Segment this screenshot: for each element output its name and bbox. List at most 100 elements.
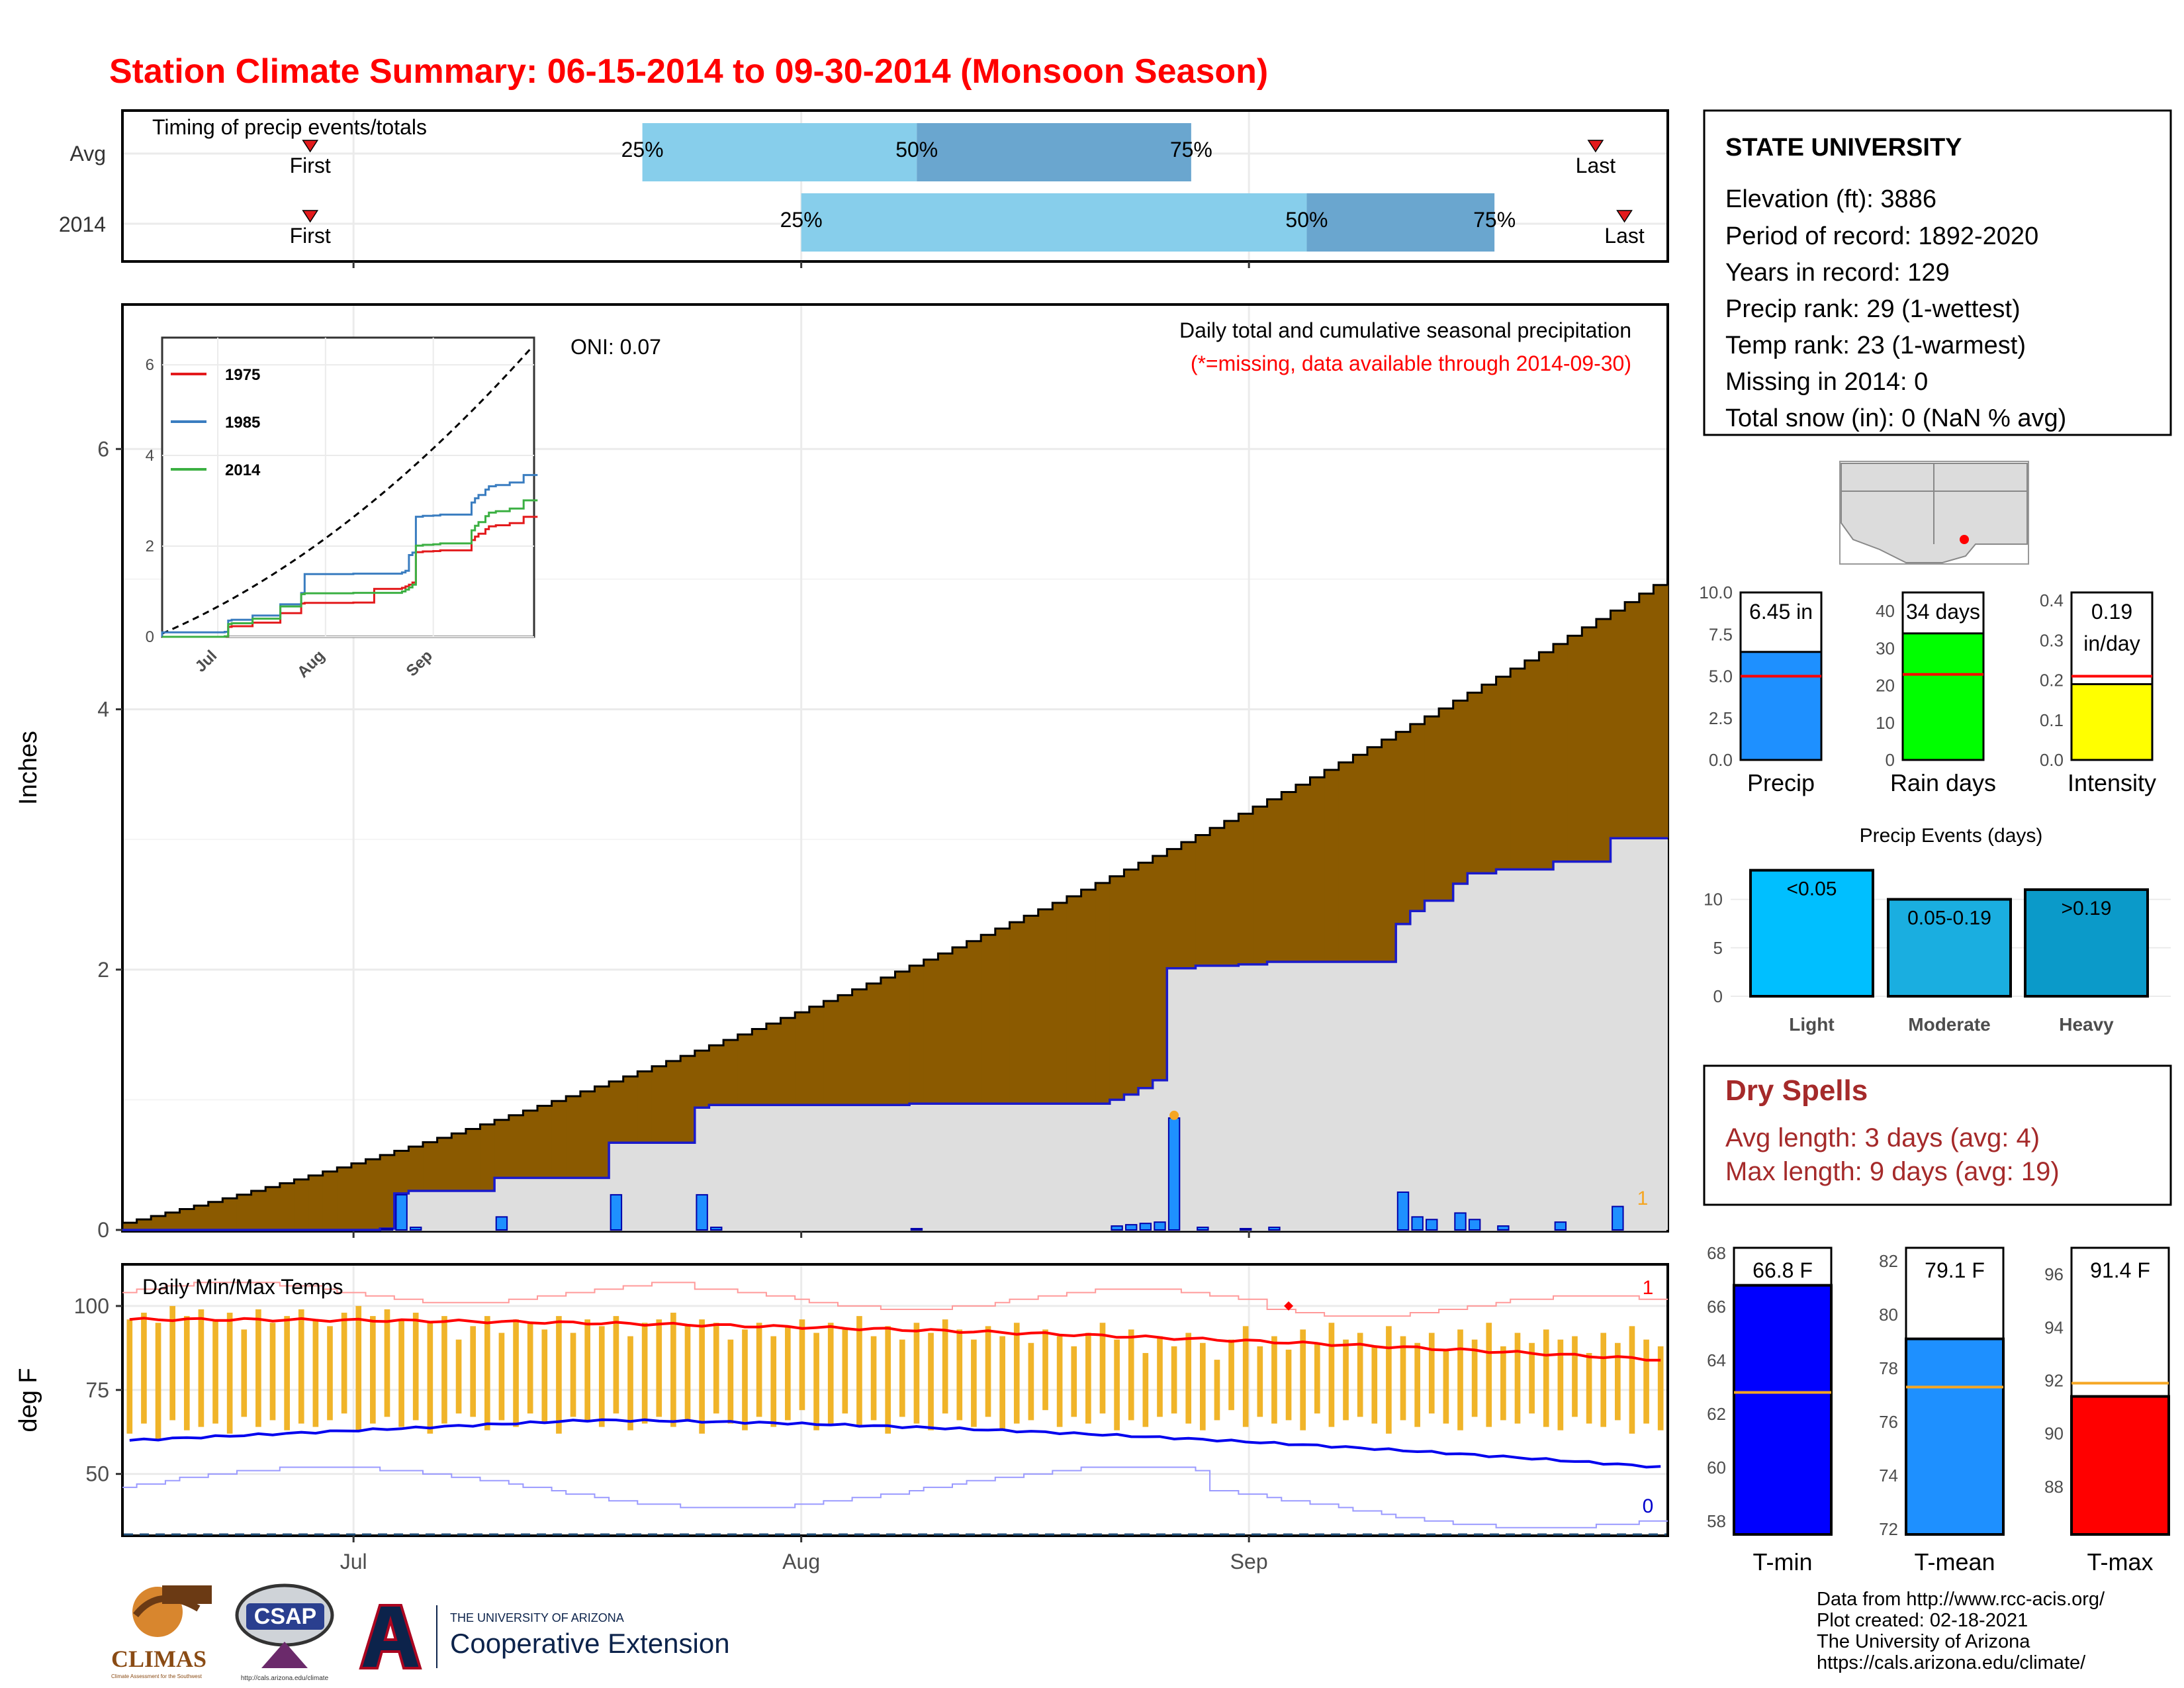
daily-temp-bar	[1085, 1333, 1091, 1424]
daily-temp-bar	[427, 1323, 433, 1434]
ua-logo-line2: Cooperative Extension	[450, 1628, 730, 1659]
summary-ytick-label: 0.0	[1709, 750, 1733, 770]
dry-spells-box: Dry Spells Avg length: 3 days (avg: 4) M…	[1703, 1064, 2172, 1206]
precip-common-area	[122, 838, 1668, 1230]
climas-logo-subtext: Climate Assessment for the Southwest	[111, 1673, 203, 1679]
temp-ytick-label: 72	[1879, 1519, 1898, 1539]
daily-temp-bar	[928, 1333, 934, 1430]
precip-deficit-segment	[1210, 827, 1225, 966]
daily-temp-bar	[1056, 1336, 1063, 1427]
daily-temp-bar	[198, 1309, 205, 1427]
temp-ytick-label: 90	[2044, 1424, 2064, 1444]
precip-deficit-segment	[423, 1142, 438, 1192]
summary-ytick-label: 30	[1876, 638, 1895, 658]
precip-deficit-segment	[809, 1006, 824, 1105]
daily-precip-bar	[1197, 1227, 1209, 1231]
daily-temp-bar	[513, 1319, 519, 1427]
precip-deficit-segment	[966, 941, 981, 1104]
precip-deficit-segment	[1410, 724, 1426, 912]
precip-deficit-segment	[866, 983, 882, 1105]
precip-deficit-segment	[151, 1215, 166, 1230]
daily-temp-bar	[856, 1316, 862, 1427]
daily-temp-bar	[785, 1326, 791, 1421]
daily-temp-bar	[713, 1323, 719, 1414]
daily-temp-bar	[641, 1323, 648, 1424]
precip-deficit-segment	[1439, 708, 1454, 901]
daily-temp-bar	[656, 1319, 662, 1417]
precip-deficit-segment	[1467, 692, 1482, 874]
summary-bar-2	[2070, 683, 2154, 761]
precip-deficit-segment	[1424, 716, 1439, 901]
dry-spells-title: Dry Spells	[1725, 1074, 1868, 1107]
precip-deficit-segment	[480, 1124, 495, 1192]
daily-temp-bar	[455, 1339, 462, 1414]
daily-temp-bar	[1357, 1333, 1363, 1417]
inset-avg-line	[161, 348, 531, 635]
precip-heading: Daily total and cumulative seasonal prec…	[1179, 318, 1631, 342]
station-line: Years in record: 129	[1725, 259, 1950, 287]
daily-precip-bar	[1468, 1219, 1481, 1231]
daily-temp-bar	[999, 1336, 1005, 1430]
daily-temp-bar	[1200, 1342, 1206, 1430]
daily-precip-bar	[395, 1194, 408, 1231]
temp-ytick-label: 66	[1707, 1297, 1726, 1317]
precip-deficit-segment	[394, 1150, 410, 1194]
temp-ytick-label: 64	[1707, 1350, 1726, 1370]
daily-temp-bar	[1128, 1329, 1134, 1421]
events-bar-moderate	[1887, 898, 2012, 998]
precip-deficit-segment	[1653, 585, 1668, 839]
precip-deficit-segment	[1124, 869, 1139, 1095]
daily-temp-bar	[141, 1313, 147, 1424]
precip-deficit-segment	[895, 971, 910, 1105]
precip-deficit-segment	[823, 1001, 839, 1105]
daily-temp-bar	[584, 1319, 590, 1421]
inset-ytick-label: 0	[146, 628, 154, 646]
temp-bar-label: T-mean	[1914, 1548, 1995, 1575]
precip-deficit-segment	[1353, 755, 1368, 962]
daily-temp-bar	[1500, 1346, 1506, 1421]
climas-logo: CLIMAS Climate Assessment for the Southw…	[111, 1585, 212, 1679]
daily-precip-bar	[1454, 1212, 1467, 1231]
daily-temp-bar	[470, 1326, 477, 1417]
daily-temp-bar	[985, 1326, 991, 1417]
precip-deficit-segment	[1381, 739, 1396, 962]
inset-legend-label: 2014	[225, 461, 261, 479]
daily-temp-bar	[942, 1319, 948, 1414]
precip-deficit-segment	[236, 1194, 252, 1230]
precip-deficit-segment	[294, 1179, 309, 1230]
precip-deficit-segment	[1024, 915, 1039, 1104]
daily-precip-bar	[1554, 1221, 1567, 1231]
daily-temp-bar	[355, 1305, 362, 1430]
timing-bar-upper	[917, 123, 1191, 181]
precip-deficit-segment	[194, 1205, 209, 1230]
precip-deficit-segment	[766, 1023, 782, 1105]
temp-ytick-label: 75	[85, 1378, 109, 1402]
dry-spells-avg: Avg length: 3 days (avg: 4)	[1725, 1123, 2040, 1152]
station-line: Temp rank: 23 (1-warmest)	[1725, 332, 2026, 359]
timing-first-label: First	[290, 154, 331, 177]
station-line: Precip rank: 29 (1-wettest)	[1725, 295, 2021, 323]
daily-temp-bar	[756, 1323, 762, 1417]
daily-precip-bar	[710, 1227, 723, 1231]
precip-deficit-segment	[408, 1147, 424, 1192]
timing-p25-label: 25%	[621, 138, 664, 162]
station-line: Total snow (in): 0 (NaN % avg)	[1725, 404, 2066, 432]
timing-last-label: Last	[1576, 154, 1616, 177]
timing-first-marker	[302, 140, 319, 153]
daily-temp-bar	[269, 1323, 276, 1421]
climas-logo-text: CLIMAS	[111, 1646, 206, 1672]
summary-bars: 6.45 in 0.0 2.5 5.0 7.5 10.0 Precip 34 days 0 10 2…	[1699, 583, 2156, 796]
temp-bar-label: T-max	[2087, 1548, 2153, 1575]
daily-temp-bar	[1657, 1346, 1664, 1430]
precip-deficit-segment	[838, 995, 853, 1105]
daily-temp-bar	[527, 1323, 533, 1414]
climas-logo-bar	[162, 1585, 212, 1604]
station-line: Period of record: 1892-2020	[1725, 222, 2038, 250]
events-ytick-label: 5	[1713, 938, 1723, 958]
summary-bar-value: in/day	[2083, 632, 2140, 655]
daily-temp-bar	[255, 1309, 261, 1427]
timing-bar-upper	[1306, 193, 1495, 252]
daily-temp-bar	[727, 1339, 734, 1424]
events-ytick-label: 10	[1704, 890, 1723, 910]
